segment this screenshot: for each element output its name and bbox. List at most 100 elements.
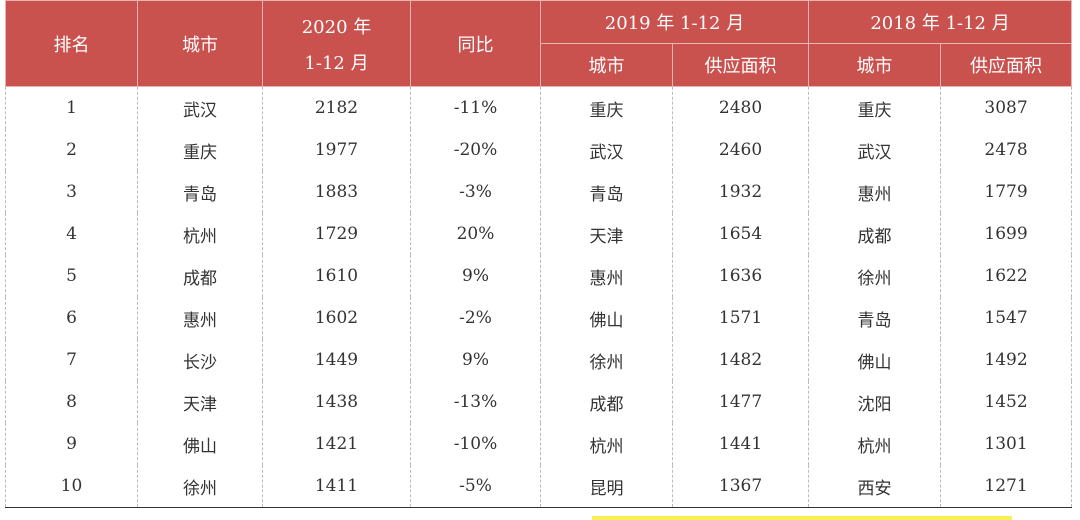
table-row: 7 长沙 1449 9% 徐州 1482 佛山 1492: [5, 339, 1073, 381]
table-cell: 重庆: [137, 129, 263, 171]
table-row: 10 徐州 1411 -5% 昆明 1367 西安 1271: [5, 465, 1073, 508]
highlight: [592, 516, 1012, 520]
table-body: 1 武汉 2182 -11% 重庆 2480 重庆 3087 2 重庆 1977 -20% 武汉 2460…: [5, 86, 1073, 508]
table-cell: 1977: [262, 129, 411, 171]
table-cell: 杭州: [137, 213, 263, 255]
table-cell: -10%: [410, 423, 541, 465]
table-header: 排名 城市 2020 年 1-12 月 同比 2019 年 1-12 月 2018…: [5, 0, 1073, 87]
table-cell: 1367: [671, 465, 810, 508]
header-line: 1-12 月: [304, 52, 369, 74]
table-cell: 徐州: [540, 339, 673, 381]
header-cell: 城市: [137, 0, 263, 87]
table-cell: 佛山: [137, 423, 263, 465]
table-cell: 青岛: [540, 171, 673, 213]
table-cell: -2%: [410, 297, 541, 339]
table-cell: 佛山: [808, 339, 942, 381]
table-cell: 1449: [262, 339, 411, 381]
table-cell: 武汉: [137, 86, 263, 129]
table-cell: 佛山: [540, 297, 673, 339]
table-cell: 1492: [940, 339, 1073, 381]
table-cell: 1699: [940, 213, 1073, 255]
table-cell: 青岛: [808, 297, 942, 339]
table-row: 6 惠州 1602 -2% 佛山 1571 青岛 1547: [5, 297, 1073, 339]
table-cell: 沈阳: [808, 381, 942, 423]
table-cell: 5: [5, 255, 138, 297]
table-cell: 1477: [671, 381, 810, 423]
table-cell: 1421: [262, 423, 411, 465]
table-row: 8 天津 1438 -13% 成都 1477 沈阳 1452: [5, 381, 1073, 423]
table-cell: 1452: [940, 381, 1073, 423]
table-cell: 1622: [940, 255, 1073, 297]
table-cell: 西安: [808, 465, 942, 508]
table-row: 1 武汉 2182 -11% 重庆 2480 重庆 3087: [5, 86, 1073, 129]
table-cell: 10: [5, 465, 138, 508]
header-cell: 2018 年 1-12 月: [808, 0, 1073, 44]
table-cell: 昆明: [540, 465, 673, 508]
table-cell: 1729: [262, 213, 411, 255]
table-cell: 重庆: [808, 86, 942, 129]
table-cell: 1610: [262, 255, 411, 297]
table-cell: 6: [5, 297, 138, 339]
table-cell: 重庆: [540, 86, 673, 129]
table-cell: 2182: [262, 86, 411, 129]
table-cell: 2478: [940, 129, 1073, 171]
table-cell: 3087: [940, 86, 1073, 129]
table-cell: 8: [5, 381, 138, 423]
table-cell: 1779: [940, 171, 1073, 213]
table-cell: 青岛: [137, 171, 263, 213]
table-cell: 1411: [262, 465, 411, 508]
table-cell: 1932: [671, 171, 810, 213]
table-cell: -5%: [410, 465, 541, 508]
table-cell: 1636: [671, 255, 810, 297]
table-cell: 惠州: [137, 297, 263, 339]
table-cell: 成都: [540, 381, 673, 423]
table-cell: 9%: [410, 255, 541, 297]
header-cell: 排名: [5, 0, 138, 87]
table-cell: 武汉: [808, 129, 942, 171]
table-cell: 2460: [671, 129, 810, 171]
table-cell: 惠州: [540, 255, 673, 297]
table-cell: 1547: [940, 297, 1073, 339]
table-cell: 3: [5, 171, 138, 213]
table-cell: 天津: [137, 381, 263, 423]
table-cell: 20%: [410, 213, 541, 255]
header-cell: 城市: [808, 43, 942, 87]
table-row: 9 佛山 1421 -10% 杭州 1441 杭州 1301: [5, 423, 1073, 465]
table-cell: 1: [5, 86, 138, 129]
table-row: 4 杭州 1729 20% 天津 1654 成都 1699: [5, 213, 1073, 255]
table-cell: 1571: [671, 297, 810, 339]
header-cell: 2020 年 1-12 月: [262, 0, 411, 87]
table-cell: 1654: [671, 213, 810, 255]
table-cell: -13%: [410, 381, 541, 423]
header-cell: 供应面积: [940, 43, 1073, 87]
ranking-table: 排名 城市 2020 年 1-12 月 同比 2019 年 1-12 月 2018…: [5, 0, 1073, 508]
table-cell: 惠州: [808, 171, 942, 213]
table-cell: 杭州: [808, 423, 942, 465]
table-cell: 1602: [262, 297, 411, 339]
table-cell: 2480: [671, 86, 810, 129]
table-row: 2 重庆 1977 -20% 武汉 2460 武汉 2478: [5, 129, 1073, 171]
table-cell: 2: [5, 129, 138, 171]
table-cell: -3%: [410, 171, 541, 213]
table-cell: 武汉: [540, 129, 673, 171]
table-cell: 徐州: [808, 255, 942, 297]
table-cell: 杭州: [540, 423, 673, 465]
table-cell: 4: [5, 213, 138, 255]
table-cell: -20%: [410, 129, 541, 171]
table-cell: 9%: [410, 339, 541, 381]
table-cell: -11%: [410, 86, 541, 129]
table-cell: 成都: [137, 255, 263, 297]
table-row: 5 成都 1610 9% 惠州 1636 徐州 1622: [5, 255, 1073, 297]
table-cell: 1883: [262, 171, 411, 213]
table-row: 3 青岛 1883 -3% 青岛 1932 惠州 1779: [5, 171, 1073, 213]
header-cell: 供应面积: [671, 43, 810, 87]
table-cell: 天津: [540, 213, 673, 255]
header-line: 2020 年: [301, 16, 372, 38]
table-cell: 1441: [671, 423, 810, 465]
table-cell: 1482: [671, 339, 810, 381]
table-cell: 9: [5, 423, 138, 465]
table-cell: 长沙: [137, 339, 263, 381]
table-cell: 成都: [808, 213, 942, 255]
header-cell: 同比: [410, 0, 541, 87]
